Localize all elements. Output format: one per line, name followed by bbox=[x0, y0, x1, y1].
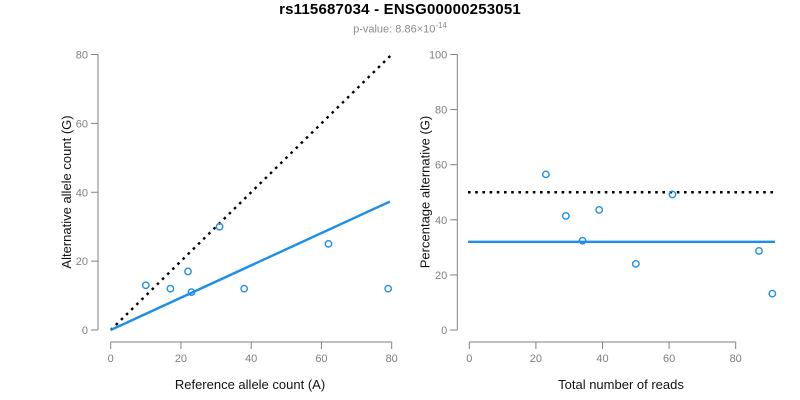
y-tick-label: 20 bbox=[435, 270, 447, 282]
x-tick-label: 60 bbox=[315, 353, 327, 365]
identity-line bbox=[109, 53, 393, 331]
data-point bbox=[215, 222, 224, 231]
y-axis-title: Alternative allele count (G) bbox=[59, 115, 74, 268]
p-value-prefix: p-value: bbox=[353, 23, 396, 36]
x-tick-label: 0 bbox=[466, 353, 472, 365]
data-point bbox=[184, 267, 192, 276]
data-point bbox=[668, 190, 677, 199]
data-point bbox=[578, 236, 587, 245]
x-tick-label: 80 bbox=[386, 353, 398, 365]
data-point bbox=[561, 212, 570, 220]
y-tick-label: 0 bbox=[82, 325, 88, 337]
data-point bbox=[541, 170, 550, 179]
data-point bbox=[166, 284, 175, 293]
y-tick-label: 40 bbox=[76, 187, 88, 199]
data-point bbox=[384, 284, 393, 293]
x-axis-title: Reference allele count (A) bbox=[175, 377, 325, 392]
panel-allele-counts: 0 20 40 60 80 0 20 40 60 80 Reference allele count… bbox=[59, 50, 398, 393]
p-value-exponent: -14 bbox=[435, 21, 447, 30]
y-tick-label: 80 bbox=[435, 105, 447, 117]
p-value-mantissa: 8.86×10 bbox=[395, 23, 436, 36]
fit-line bbox=[110, 200, 391, 332]
y-tick-label: 80 bbox=[76, 50, 88, 62]
data-point bbox=[240, 284, 249, 293]
data-point bbox=[768, 289, 777, 298]
panel-percentage-alternative: 0 20 40 60 80 100 0 20 40 60 80 Total number of rea… bbox=[418, 50, 777, 392]
x-tick-label: 80 bbox=[730, 353, 742, 365]
data-point bbox=[631, 259, 640, 268]
x-tick-label: 60 bbox=[663, 353, 675, 365]
data-point bbox=[187, 288, 196, 297]
y-tick-label: 100 bbox=[429, 50, 447, 62]
data-point bbox=[324, 240, 333, 248]
x-tick-label: 0 bbox=[108, 353, 114, 365]
data-point bbox=[141, 281, 150, 290]
data-point bbox=[595, 205, 604, 214]
y-tick-label: 20 bbox=[76, 256, 88, 268]
x-tick-label: 40 bbox=[245, 353, 257, 365]
x-axis-title: Total number of reads bbox=[558, 377, 684, 392]
y-tick-label: 60 bbox=[76, 118, 88, 130]
y-tick-label: 40 bbox=[435, 215, 447, 227]
x-tick-label: 40 bbox=[596, 353, 608, 365]
y-tick-label: 60 bbox=[435, 160, 447, 172]
y-tick-label: 0 bbox=[441, 325, 447, 337]
y-axis-title: Percentage alternative (G) bbox=[418, 116, 433, 268]
data-point bbox=[755, 247, 763, 255]
x-tick-label: 20 bbox=[530, 353, 542, 365]
x-tick-label: 20 bbox=[175, 353, 187, 365]
figure-title: rs115687034 - ENSG00000253051 bbox=[279, 1, 521, 18]
p-value-text: p-value: 8.86×10-14 bbox=[0, 21, 800, 36]
